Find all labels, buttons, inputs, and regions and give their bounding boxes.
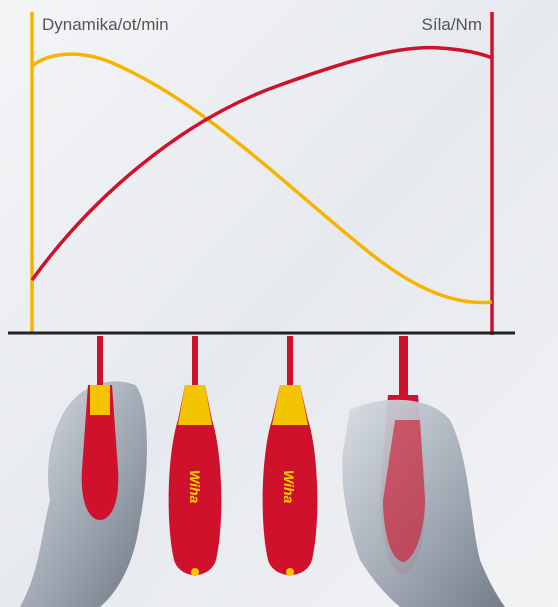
shaft (287, 336, 293, 386)
brand-label: Wiha (281, 470, 297, 504)
handle-dot (191, 568, 199, 576)
shaft (399, 336, 408, 396)
handle-dot (286, 568, 294, 576)
illustration: Dynamika/ot/min Síla/Nm Wiha Wiha (0, 0, 558, 607)
left-axis-label: Dynamika/ot/min (42, 15, 169, 34)
handle-cap (90, 385, 110, 415)
shaft (192, 336, 198, 386)
shaft (97, 336, 103, 386)
right-axis-label: Síla/Nm (422, 15, 482, 34)
brand-label: Wiha (187, 470, 203, 504)
